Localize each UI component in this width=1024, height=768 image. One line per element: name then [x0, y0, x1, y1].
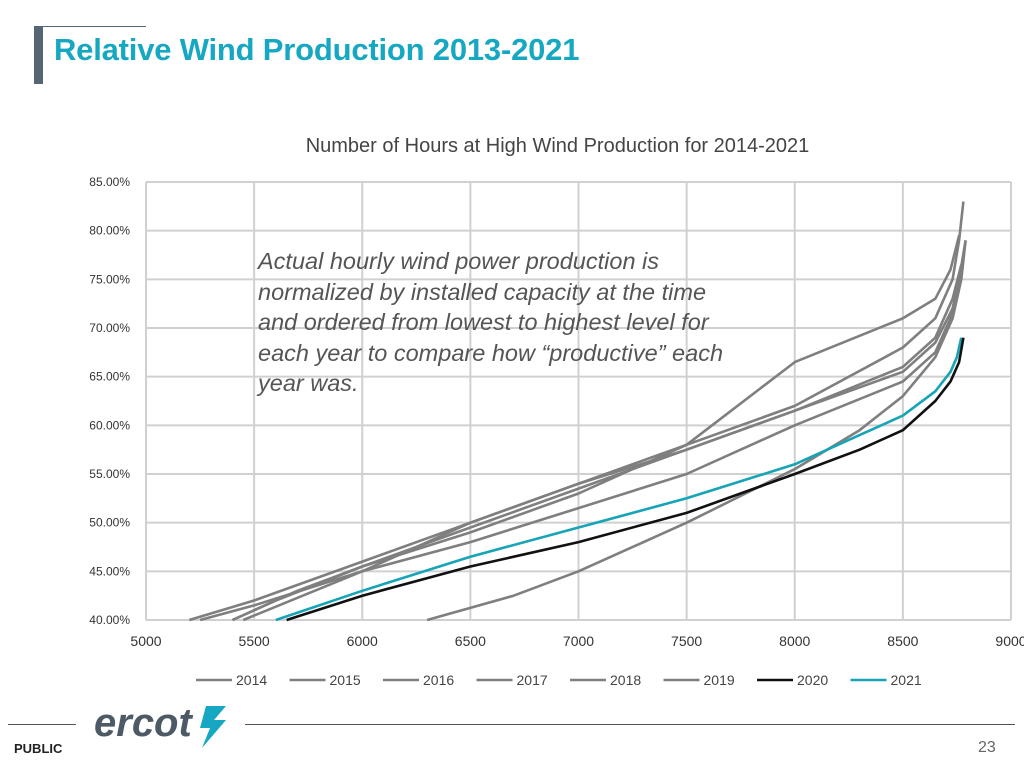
- x-tick-label: 5500: [239, 633, 270, 649]
- title-accent-rule: [38, 26, 146, 27]
- x-tick-label: 7500: [671, 633, 702, 649]
- series-line-2020: [286, 337, 965, 622]
- legend-label-2015: 2015: [330, 672, 361, 688]
- legend-label-2016: 2016: [423, 672, 454, 688]
- series-line-2018: [426, 240, 967, 622]
- footer-label: PUBLIC: [14, 741, 63, 756]
- y-tick-label: 80.00%: [89, 224, 130, 238]
- page-number: 23: [978, 739, 996, 756]
- y-tick-label: 85.00%: [89, 175, 130, 189]
- footer-divider-left: [8, 724, 76, 725]
- chart-annotation: Actual hourly wind power production is n…: [258, 248, 724, 396]
- y-tick-label: 70.00%: [89, 321, 130, 335]
- x-tick-label: 8000: [779, 633, 810, 649]
- lightning-icon: [200, 706, 226, 748]
- legend-label-2021: 2021: [891, 672, 922, 688]
- x-tick-label: 9000: [995, 633, 1024, 649]
- x-tick-label: 6500: [455, 633, 486, 649]
- y-tick-label: 55.00%: [89, 467, 130, 481]
- series-line-2017: [242, 269, 963, 622]
- y-tick-label: 40.00%: [89, 613, 130, 627]
- ercot-logo-text: ercot: [94, 701, 193, 745]
- ercot-logo: ercot: [94, 701, 226, 748]
- legend-label-2017: 2017: [517, 672, 548, 688]
- legend-label-2019: 2019: [704, 672, 735, 688]
- title-accent-bar: [34, 26, 43, 84]
- legend-label-2014: 2014: [236, 672, 267, 688]
- y-tick-label: 65.00%: [89, 370, 130, 384]
- legend-label-2018: 2018: [610, 672, 641, 688]
- y-tick-label: 60.00%: [89, 418, 130, 432]
- chart-title: Number of Hours at High Wind Production …: [306, 135, 810, 157]
- slide-title: Relative Wind Production 2013-2021: [54, 32, 580, 67]
- footer-divider-right: [245, 724, 1015, 725]
- y-tick-label: 45.00%: [89, 564, 130, 578]
- x-tick-label: 5000: [130, 633, 161, 649]
- x-tick-label: 7000: [563, 633, 594, 649]
- series-line-2019: [188, 235, 961, 622]
- y-tick-label: 50.00%: [89, 516, 130, 530]
- legend-label-2020: 2020: [797, 672, 828, 688]
- y-tick-label: 75.00%: [89, 272, 130, 286]
- x-tick-label: 8500: [887, 633, 918, 649]
- x-tick-label: 6000: [347, 633, 378, 649]
- series-line-2021: [275, 337, 963, 622]
